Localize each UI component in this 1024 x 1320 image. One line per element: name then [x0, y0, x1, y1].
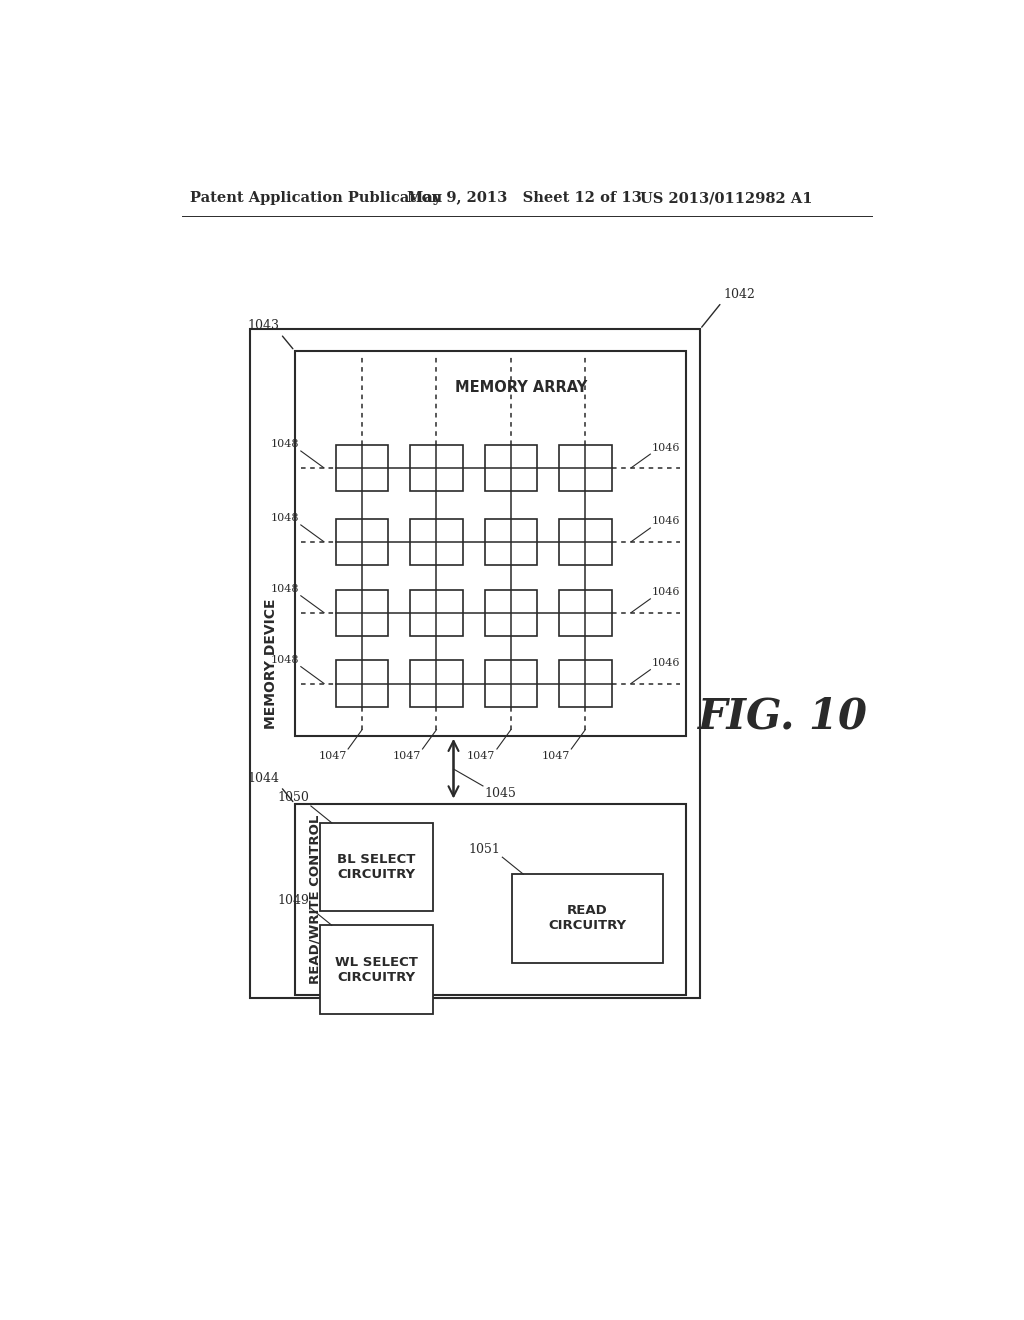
Text: MEMORY ARRAY: MEMORY ARRAY	[456, 380, 588, 395]
Text: 1047: 1047	[392, 751, 421, 760]
Text: 1044: 1044	[247, 772, 280, 785]
Text: 1043: 1043	[247, 319, 280, 333]
Text: 1046: 1046	[652, 516, 680, 527]
Text: US 2013/0112982 A1: US 2013/0112982 A1	[640, 191, 812, 206]
Bar	[410, 660, 463, 706]
Text: 1048: 1048	[270, 440, 299, 449]
Bar	[484, 660, 538, 706]
Text: 1048: 1048	[270, 585, 299, 594]
Bar	[512, 874, 663, 962]
Bar	[321, 925, 432, 1014]
Bar	[336, 519, 388, 565]
Bar	[559, 660, 611, 706]
Text: BL SELECT
CIRCUITRY: BL SELECT CIRCUITRY	[337, 853, 415, 882]
Text: 1045: 1045	[484, 788, 516, 800]
Bar	[410, 519, 463, 565]
Bar	[336, 660, 388, 706]
Bar	[559, 590, 611, 636]
Bar	[484, 445, 538, 491]
Text: MEMORY DEVICE: MEMORY DEVICE	[264, 598, 279, 729]
Bar	[410, 590, 463, 636]
Bar	[484, 590, 538, 636]
Text: FIG. 10: FIG. 10	[697, 696, 867, 738]
Text: 1049: 1049	[278, 894, 309, 907]
Bar	[410, 445, 463, 491]
Text: 1050: 1050	[278, 792, 309, 804]
Text: 1047: 1047	[318, 751, 346, 760]
Text: 1051: 1051	[469, 842, 501, 855]
Bar	[336, 445, 388, 491]
Bar	[559, 445, 611, 491]
Bar	[321, 822, 432, 911]
Text: READ/WRITE CONTROL: READ/WRITE CONTROL	[308, 814, 322, 985]
Text: Patent Application Publication: Patent Application Publication	[190, 191, 442, 206]
Bar	[559, 519, 611, 565]
Bar	[250, 330, 700, 998]
Bar	[484, 519, 538, 565]
Text: 1042: 1042	[723, 288, 755, 301]
Text: 1047: 1047	[467, 751, 496, 760]
Text: May 9, 2013   Sheet 12 of 13: May 9, 2013 Sheet 12 of 13	[407, 191, 642, 206]
Text: 1047: 1047	[542, 751, 569, 760]
Text: READ
CIRCUITRY: READ CIRCUITRY	[548, 904, 627, 932]
Text: 1046: 1046	[652, 659, 680, 668]
Text: WL SELECT
CIRCUITRY: WL SELECT CIRCUITRY	[335, 956, 418, 983]
Bar	[295, 804, 686, 995]
Text: 1048: 1048	[270, 513, 299, 524]
Text: 1048: 1048	[270, 655, 299, 665]
Bar	[295, 351, 686, 737]
Text: 1046: 1046	[652, 587, 680, 598]
Bar	[336, 590, 388, 636]
Text: 1046: 1046	[652, 442, 680, 453]
